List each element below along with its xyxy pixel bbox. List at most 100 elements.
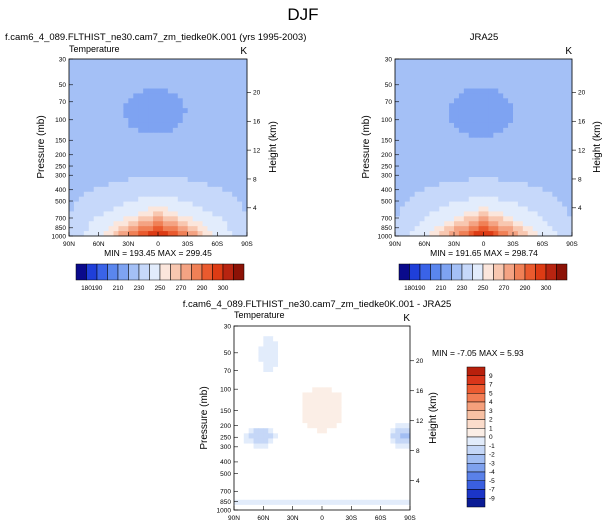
panel-diff-cell [336,433,342,439]
panel-diff-cell [273,392,279,398]
panel-diff-cell [346,387,352,393]
panel-model-cell [232,142,238,148]
panel-obs-cell [419,137,425,143]
panel-diff-cell [395,336,401,342]
panel-model-cell [217,98,223,104]
panel-model-cell [78,162,85,168]
panel-obs-cell [458,68,465,75]
panel-obs-height-tick-label: 8 [578,176,582,183]
panel-model-cell [197,206,203,212]
panel-obs-cell [547,137,553,143]
panel-model-cell [128,206,134,212]
panel-obs-cell [419,142,425,148]
panel-model-cell [108,186,114,193]
panel-model-cell [172,142,179,148]
panel-diff-cell [375,387,382,393]
panel-obs-y-tick-label: 250 [381,163,392,170]
panel-model-cell [217,196,223,202]
panel-model-cell [182,147,189,153]
panel-obs-cell [468,78,475,84]
panel-model-cell [237,137,243,143]
panel-model-cell [138,172,144,178]
panel-obs-cell [513,108,519,114]
panel-model-cell [133,68,139,75]
panel-model-cell [167,196,174,202]
panel-obs-cell [458,132,465,139]
panel-model-cell [118,226,124,232]
panel-diff-cell [238,346,245,352]
panel-diff-cell [356,366,362,373]
panel-model-cell [78,191,85,198]
panel-model-cell [242,122,248,129]
panel-obs-cell [483,83,489,89]
panel-diff-cell [361,346,367,352]
panel-diff-cell [385,479,391,485]
panel-obs-cell [434,186,440,193]
panel-obs-cell [449,147,455,153]
panel-obs-cell [444,132,450,139]
panel-diff-cell [312,453,318,460]
panel-obs-cell [517,88,524,94]
panel-diff-cell [326,361,333,368]
panel-model-cell [177,221,184,227]
panel-obs-cell [414,216,420,222]
panel-model-cell [88,206,95,212]
panel-model-cell [167,152,174,158]
panel-diff-cell [336,464,342,470]
panel-model-cell [118,93,124,99]
panel-model-cell [78,157,85,163]
panel-diff-cell [375,336,382,342]
panel-obs-cell [419,93,425,99]
panel-obs-cell [527,152,534,158]
panel-diff-cell [248,428,254,434]
panel-obs-cell [439,201,445,207]
panel-model-cell [222,231,228,237]
panel-diff-cell [307,397,313,404]
panel-model-cell [212,142,218,148]
panel-model-cell [222,93,228,99]
panel-diff-cell [346,448,352,455]
panel-model-cell [138,181,144,188]
panel-model-cell [128,162,134,168]
panel-diff: f.cam6_4_089.FLTHIST_ne30.cam7_zm_tiedke… [183,299,524,522]
panel-obs-cell [419,132,425,139]
panel-diff-cell [341,464,347,470]
panel-model-cell [118,63,124,70]
panel-diff-cell [243,489,250,496]
panel-diff-cell [331,418,338,424]
panel-obs-cell [532,73,538,80]
panel-obs-cell [503,68,509,75]
panel-obs-cell [567,68,573,75]
panel-diff-cell [366,453,372,460]
panel-diff-cell [346,372,352,378]
panel-diff-colorbar-swatch [466,428,486,438]
panel-model-cell [222,142,228,148]
panel-obs-cell [399,83,406,89]
panel-obs-height-tick-label: 20 [578,90,586,97]
panel-model-cell [192,226,198,232]
panel-diff-cell [253,469,259,475]
panel-diff-cell [336,474,342,480]
panel-obs-cell [463,231,470,237]
panel-obs-title: JRA25 [470,32,499,43]
panel-obs-cell [399,59,406,65]
panel-obs-cell [439,103,445,109]
panel-diff-cell [243,346,250,352]
panel-diff-cell [370,448,377,455]
panel-model-cell [108,177,114,183]
panel-model-cell [113,172,119,178]
panel-obs-cell [493,108,499,114]
panel-model-cell [83,172,90,178]
panel-obs-cell [488,68,494,75]
panel-model-cell [162,177,169,183]
panel-model-cell [217,83,223,89]
panel-model-cell [113,93,119,99]
panel-diff-cell [278,331,284,337]
panel-obs-cell [483,221,489,227]
panel-diff-cell [326,423,333,429]
panel-diff-cell [370,438,377,444]
panel-obs-cell [449,59,455,65]
panel-model-cell [98,167,105,173]
panel-obs-cell [562,221,568,227]
panel-diff-cell [346,453,352,460]
